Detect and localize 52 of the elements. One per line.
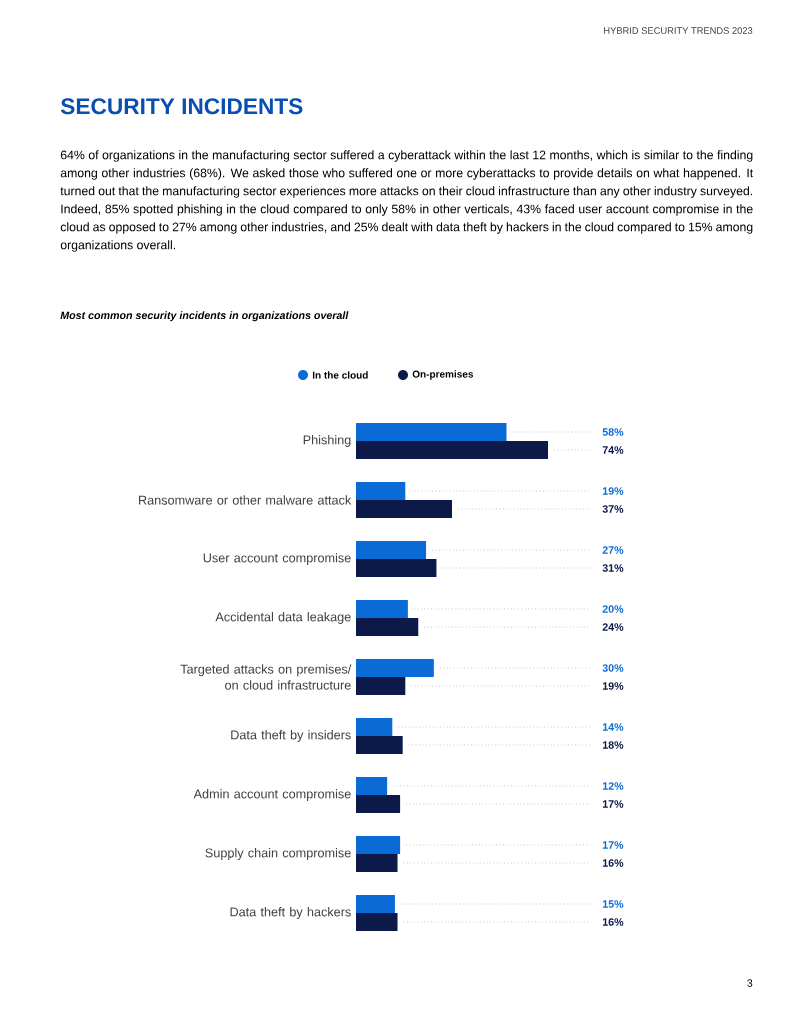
text: HYBRID SECURITY TRENDS 2023 (604, 27, 753, 34)
data-label: 30% (602, 664, 624, 672)
y-tick-label: Data theft by insiders (231, 730, 351, 742)
chart-title: SECURITY INCIDENTS (60, 98, 303, 115)
legend-label: On-premises (412, 370, 473, 380)
bar (356, 777, 388, 795)
data-label: 15% (602, 900, 624, 908)
y-tick-label: Targeted attacks on premises/ on cloud infrastructure (180, 664, 352, 690)
bar (356, 718, 393, 736)
data-label: 16% (602, 918, 624, 926)
bar (356, 795, 401, 813)
data-label: 37% (602, 505, 624, 513)
y-tick-label: Phishing (303, 435, 351, 447)
y-tick-label: Ransomware or other malware attack (139, 495, 352, 505)
bar (356, 854, 398, 872)
data-label: 74% (602, 446, 624, 454)
data-label: 24% (602, 623, 624, 631)
data-label: 14% (602, 723, 624, 731)
data-label: 18% (602, 741, 624, 749)
data-label: 27% (602, 546, 624, 554)
bar (356, 559, 437, 577)
data-label: 17% (602, 841, 624, 849)
bar (356, 913, 398, 931)
bar (356, 441, 548, 460)
text: 3 (747, 979, 753, 987)
y-tick-label: Admin account compromise (193, 789, 351, 801)
y-tick-label: Data theft by hackers (230, 907, 351, 919)
bar (356, 736, 403, 754)
bar (356, 541, 427, 559)
data-label: 17% (602, 800, 624, 808)
bar (356, 500, 452, 518)
bar (356, 659, 434, 677)
bar (356, 600, 408, 618)
bar (356, 895, 395, 913)
chart-subtitle: 64% of organizations in the manufacturing sector suffered a cyberattack within the last 12 months, which is similar to the finding among other industries (68%). We asked those who suffered one or more cyberattacks to provide details on what happened. It turned out that the manufacturing sector experiences more attacks on their cloud infrastructure than any other industry surveyed. Indeed, 85% spotted phishing in the cloud compared to only 58% in other verticals, 43% faced user account compromise in the cloud as opposed to 27% among other industries, and 25% dealt with data theft by hackers in the cloud compared to 15% among organizations overall. (60, 150, 754, 252)
y-tick-label: User account compromise (203, 553, 351, 565)
bar (356, 836, 401, 854)
bar (356, 423, 507, 442)
bar (356, 618, 419, 636)
bar (356, 677, 406, 695)
data-label: 58% (602, 428, 624, 436)
text: Most common security incidents in organizations overall (60, 311, 349, 322)
legend-label: In the cloud (312, 371, 368, 379)
y-tick-label: Accidental data leakage (215, 612, 351, 624)
data-label: 19% (602, 487, 624, 495)
y-tick-label: Supply chain compromise (205, 848, 351, 860)
data-label: 12% (602, 782, 624, 790)
data-label: 16% (602, 859, 624, 867)
data-label: 20% (602, 605, 624, 613)
data-label: 31% (602, 564, 624, 572)
bar (356, 482, 406, 500)
data-label: 19% (602, 682, 624, 690)
